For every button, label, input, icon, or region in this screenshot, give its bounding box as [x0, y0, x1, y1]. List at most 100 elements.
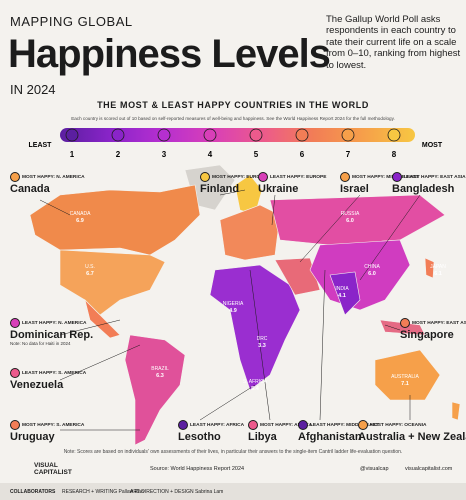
callout-kind: LEAST HAPPY: EUROPE — [270, 174, 327, 180]
face-icon — [10, 172, 20, 182]
country-label: NIGERIA — [223, 301, 244, 307]
description: The Gallup World Poll asks respondents i… — [326, 14, 461, 71]
country-score: 6.0 — [346, 218, 354, 224]
callout: LEAST HAPPY: MIDDLE EAST Afghanistan — [298, 420, 379, 443]
face-icon — [340, 172, 350, 182]
callout-country: Lesotho — [178, 431, 221, 443]
face-icon — [248, 420, 258, 430]
callout-kind: MOST HAPPY: N. AMERICA — [22, 174, 85, 180]
callout-header: LEAST HAPPY: MIDDLE EAST — [298, 420, 379, 430]
country-score: 6.9 — [76, 218, 84, 224]
country-score: 7.1 — [401, 381, 409, 387]
country-score: 6.1 — [434, 271, 442, 277]
footer-bar — [0, 483, 466, 500]
callout-kind: MOST HAPPY: S. AMERICA — [22, 422, 85, 428]
scale-least: LEAST — [29, 142, 53, 149]
country-label: INDIA — [335, 286, 349, 292]
country-label: U.S. — [85, 264, 95, 270]
callout-header: MOST HAPPY: N. AMERICA — [10, 172, 85, 182]
leader-lines — [39, 189, 421, 431]
country-score: 6.0 — [368, 271, 376, 277]
callout-country: Singapore — [400, 329, 454, 341]
scale-tick-label: 1 — [70, 150, 75, 159]
country-label: CANADA — [70, 211, 92, 217]
country-score: 6.7 — [86, 271, 94, 277]
country-label: RUSSIA — [341, 211, 360, 217]
callout-kind: LEAST HAPPY: MIDDLE EAST — [310, 422, 379, 428]
callout-kind: MOST HAPPY: AFRICA — [260, 422, 313, 428]
callout: MOST HAPPY: S. AMERICA Uruguay — [10, 420, 84, 443]
scale-bar — [60, 128, 415, 142]
callout-kind: LEAST HAPPY: S. AMERICA — [22, 370, 87, 376]
face-icon — [10, 420, 20, 430]
callout-header: LEAST HAPPY: AFRICA — [178, 420, 244, 430]
callout: MOST HAPPY: EAST ASIA Singapore — [400, 318, 466, 341]
callout: MOST HAPPY: AFRICA Libya — [248, 420, 312, 443]
country-label: DRC — [257, 336, 268, 342]
callout-country: Bangladesh — [392, 183, 455, 195]
face-icon — [10, 368, 20, 378]
callout: LEAST HAPPY: EUROPE Ukraine — [258, 172, 326, 195]
scale-most: MOST — [422, 142, 443, 149]
country-score: 5.4 — [251, 386, 260, 392]
country-label: JAPAN — [430, 264, 446, 270]
callout-header: MOST HAPPY: MIDDLE EAST — [340, 172, 419, 182]
scale-face — [111, 128, 125, 142]
callout-kind: MOST HAPPY: MIDDLE EAST — [352, 174, 419, 180]
callout-note: Note: No data for Haiti in 2024 — [10, 341, 71, 346]
callout-header: MOST HAPPY: EAST ASIA — [400, 318, 466, 328]
callout-header: MOST HAPPY: S. AMERICA — [10, 420, 84, 430]
scale-tick-label: 2 — [116, 150, 121, 159]
scale-tick-label: 6 — [300, 150, 305, 159]
country-label: BRAZIL — [151, 366, 169, 372]
brand: VISUAL CAPITALIST — [34, 462, 72, 477]
callout-header: MOST HAPPY: AFRICA — [248, 420, 312, 430]
scale-face — [157, 128, 171, 142]
design-credit: ART DIRECTION + DESIGN Sabrina Lam — [130, 489, 224, 495]
face-icon — [10, 318, 20, 328]
callout-header: MOST HAPPY: EUROPE — [200, 172, 267, 182]
callout-country: Uruguay — [10, 431, 55, 443]
kicker: MAPPING GLOBAL — [10, 14, 133, 29]
callout: MOST HAPPY: N. AMERICA Canada — [10, 172, 85, 195]
country-score: 4.1 — [338, 293, 346, 299]
face-icon — [358, 420, 368, 430]
scale-tick-label: 7 — [346, 150, 351, 159]
callout: LEAST HAPPY: N. AMERICA Dominican Rep. Not… — [10, 318, 93, 346]
subtitle: THE MOST & LEAST HAPPY COUNTRIES IN THE … — [97, 100, 369, 110]
scale-tick-label: 8 — [392, 150, 397, 159]
callout-header: LEAST HAPPY: EUROPE — [258, 172, 326, 182]
callout-header: LEAST HAPPY: N. AMERICA — [10, 318, 93, 328]
face-icon — [392, 172, 402, 182]
social-handle: @visualcap — [360, 466, 389, 472]
callout-kind: MOST HAPPY: EAST ASIA — [412, 320, 466, 326]
callout-kind: LEAST HAPPY: N. AMERICA — [22, 320, 87, 326]
scale-face — [249, 128, 263, 142]
scale-face — [387, 128, 401, 142]
callout: MOST HAPPY: OCEANIA Australia + New Zeala… — [358, 420, 466, 443]
scale-tick-label: 5 — [254, 150, 259, 159]
callout: LEAST HAPPY: S. AMERICA Venezuela — [10, 368, 86, 391]
website: visualcapitalist.com — [405, 466, 453, 472]
callout-kind: LEAST HAPPY: AFRICA — [190, 422, 245, 428]
callout-country: Dominican Rep. — [10, 329, 94, 341]
callout-country: Libya — [248, 431, 277, 443]
callout-kind: MOST HAPPY: OCEANIA — [370, 422, 427, 428]
country-label: S. AFRICA — [243, 379, 268, 385]
callout-country: Ukraine — [258, 183, 299, 195]
scale-note: Each country is scored out of 10 based o… — [71, 116, 395, 121]
callout-country: Finland — [200, 183, 240, 195]
scale-face — [203, 128, 217, 142]
callout-kind: LEAST HAPPY: EAST ASIA — [404, 174, 466, 180]
callout: MOST HAPPY: EUROPE Finland — [200, 172, 267, 195]
country-label: CHINA — [364, 264, 380, 270]
callout: LEAST HAPPY: AFRICA Lesotho — [178, 420, 244, 443]
research-credit: RESEARCH + WRITING Pallavi Rao — [62, 489, 144, 495]
footer-note: Note: Scores are based on individuals' o… — [63, 449, 403, 455]
scale-face — [341, 128, 355, 142]
face-icon — [298, 420, 308, 430]
scale-face — [65, 128, 79, 142]
callout-header: LEAST HAPPY: S. AMERICA — [10, 368, 86, 378]
